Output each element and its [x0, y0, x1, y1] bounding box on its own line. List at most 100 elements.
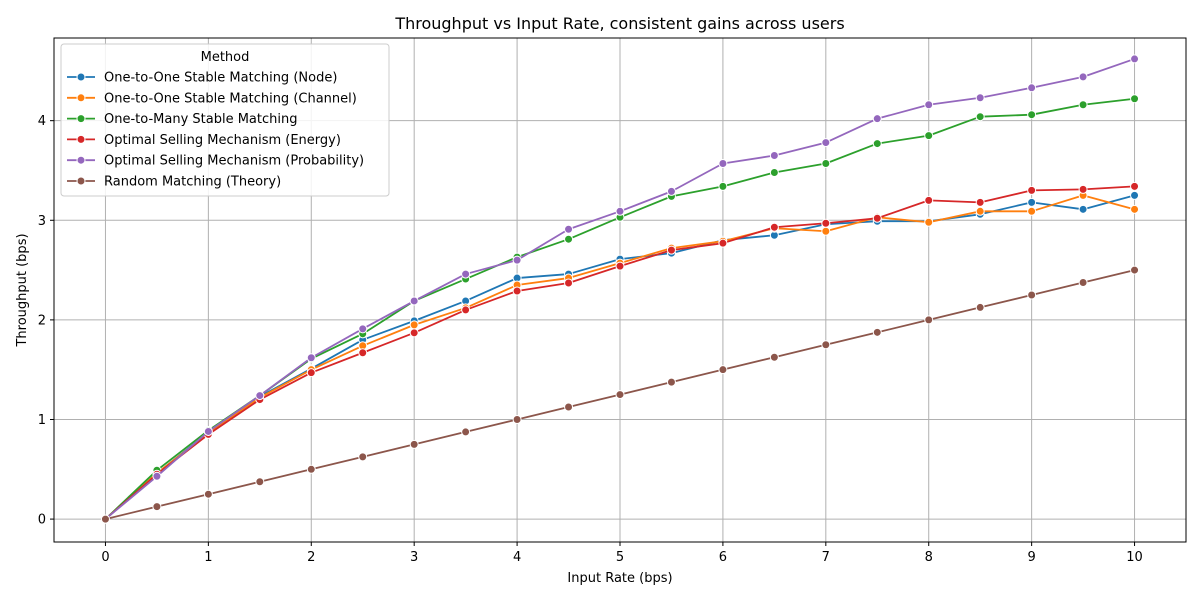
x-tick-label: 6: [719, 550, 727, 565]
data-point: [718, 238, 728, 248]
legend-label: Optimal Selling Mechanism (Probability): [104, 154, 364, 169]
legend-entries: One-to-One Stable Matching (Node) One-to-…: [67, 71, 364, 190]
data-point: [821, 138, 831, 148]
data-point: [409, 328, 419, 338]
legend-marker: [76, 155, 86, 165]
data-point: [100, 514, 110, 524]
legend-marker: [76, 72, 86, 82]
data-point: [564, 234, 574, 244]
data-point: [872, 213, 882, 223]
data-point: [1130, 265, 1140, 275]
legend-label: One-to-One Stable Matching (Node): [104, 71, 337, 86]
data-point: [924, 217, 934, 227]
data-point: [821, 159, 831, 169]
x-tick-label: 9: [1027, 550, 1035, 565]
legend-entry: Optimal Selling Mechanism (Probability): [67, 154, 364, 169]
data-point: [203, 489, 213, 499]
legend-box: [60, 43, 390, 197]
data-point: [1130, 190, 1140, 200]
x-tick-label: 1: [204, 550, 212, 565]
data-point: [975, 112, 985, 122]
data-point: [461, 305, 471, 315]
data-point: [924, 131, 934, 141]
y-tick-label: 2: [38, 313, 46, 328]
data-point: [872, 139, 882, 149]
legend-entry: One-to-One Stable Matching (Channel): [67, 91, 357, 106]
x-axis-label: Input Rate (bps): [567, 571, 672, 586]
data-point: [924, 195, 934, 205]
legend-label: One-to-One Stable Matching (Channel): [104, 91, 357, 106]
data-point: [512, 255, 522, 265]
data-point: [409, 439, 419, 449]
x-tick-label: 4: [513, 550, 521, 565]
data-point: [1078, 184, 1088, 194]
data-point: [975, 206, 985, 216]
data-point: [718, 181, 728, 191]
data-point: [666, 377, 676, 387]
data-point: [1130, 94, 1140, 104]
x-tick-label: 0: [101, 550, 109, 565]
data-point: [924, 100, 934, 110]
y-tick-label: 3: [38, 214, 46, 229]
series-4: [100, 54, 1140, 524]
legend-entry: Optimal Selling Mechanism (Energy): [67, 133, 341, 148]
plot-series: [100, 54, 1140, 524]
data-point: [461, 427, 471, 437]
data-point: [358, 348, 368, 358]
data-point: [409, 320, 419, 330]
data-point: [1130, 54, 1140, 64]
legend-marker: [76, 176, 86, 186]
x-tick-label: 10: [1126, 550, 1143, 565]
data-point: [564, 224, 574, 234]
x-tick-label: 7: [822, 550, 830, 565]
legend-entry: One-to-Many Stable Matching: [67, 112, 297, 127]
data-point: [975, 197, 985, 207]
legend-label: Optimal Selling Mechanism (Energy): [104, 133, 341, 148]
legend-entry: One-to-One Stable Matching (Node): [67, 71, 337, 86]
data-point: [306, 464, 316, 474]
legend-marker: [76, 114, 86, 124]
data-point: [255, 477, 265, 487]
data-point: [564, 402, 574, 412]
legend-marker: [76, 93, 86, 103]
x-tick-label: 2: [307, 550, 315, 565]
data-point: [769, 222, 779, 232]
data-point: [821, 218, 831, 228]
data-point: [769, 151, 779, 161]
x-tick-label: 5: [616, 550, 624, 565]
data-point: [975, 302, 985, 312]
data-point: [1078, 278, 1088, 288]
legend: Method One-to-One Stable Matching (Node)…: [60, 43, 390, 197]
data-point: [872, 114, 882, 124]
legend-title: Method: [201, 50, 250, 65]
data-point: [924, 315, 934, 325]
y-tick-label: 1: [38, 413, 46, 428]
data-point: [718, 159, 728, 169]
data-point: [615, 390, 625, 400]
data-point: [769, 167, 779, 177]
data-point: [615, 261, 625, 271]
data-point: [1027, 185, 1037, 195]
data-point: [1027, 83, 1037, 93]
x-tick-label: 3: [410, 550, 418, 565]
data-point: [1027, 197, 1037, 207]
y-tick-label: 0: [38, 513, 46, 528]
legend-marker: [76, 134, 86, 144]
legend-entry: Random Matching (Theory): [67, 175, 281, 190]
data-point: [769, 352, 779, 362]
legend-label: Random Matching (Theory): [104, 175, 281, 190]
data-point: [821, 340, 831, 350]
data-point: [152, 471, 162, 481]
data-point: [512, 286, 522, 296]
data-point: [1027, 206, 1037, 216]
data-point: [512, 414, 522, 424]
axis-ticks: 0 1 2 3 4 5 6 7 8 9 10 0 1 2 3 4: [38, 114, 1143, 565]
data-point: [409, 296, 419, 306]
data-point: [255, 391, 265, 401]
data-point: [306, 353, 316, 363]
data-point: [615, 206, 625, 216]
series-5: [100, 265, 1140, 524]
legend-label: One-to-Many Stable Matching: [104, 112, 297, 127]
data-point: [203, 426, 213, 436]
